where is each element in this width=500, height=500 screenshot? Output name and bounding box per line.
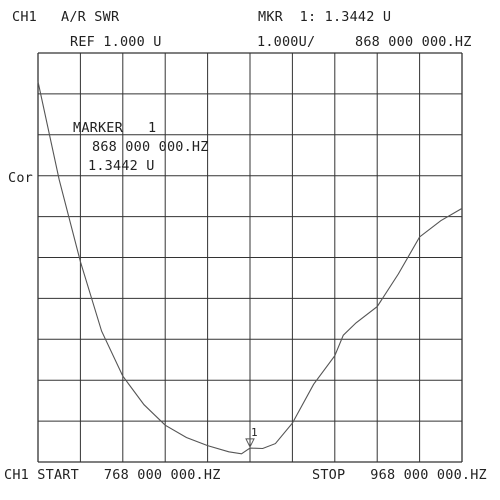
marker-box-title: MARKER 1 — [73, 120, 157, 136]
marker-readout: MKR 1: 1.3442 U — [258, 9, 392, 25]
marker-triangle-icon — [245, 438, 255, 449]
marker-frequency-header: 868 000 000.HZ — [355, 34, 472, 50]
reference-label: REF 1.000 U — [70, 34, 162, 50]
side-label-cor: Cor — [8, 170, 33, 186]
swr-trace — [37, 81, 463, 455]
channel-label: CH1 — [12, 9, 37, 25]
stop-frequency-label: STOP 968 000 000.HZ — [312, 467, 487, 483]
marker-number-label: 1 — [251, 426, 258, 439]
marker-1-indicator: 1 — [245, 426, 258, 449]
marker-box-frequency: 868 000 000.HZ — [92, 139, 209, 155]
format-label: A/R SWR — [61, 9, 120, 25]
scale-label: 1.000U/ — [257, 34, 316, 50]
marker-box-value: 1.3442 U — [88, 158, 155, 174]
start-frequency-label: CH1 START 768 000 000.HZ — [4, 467, 221, 483]
plot-grid — [37, 52, 463, 463]
